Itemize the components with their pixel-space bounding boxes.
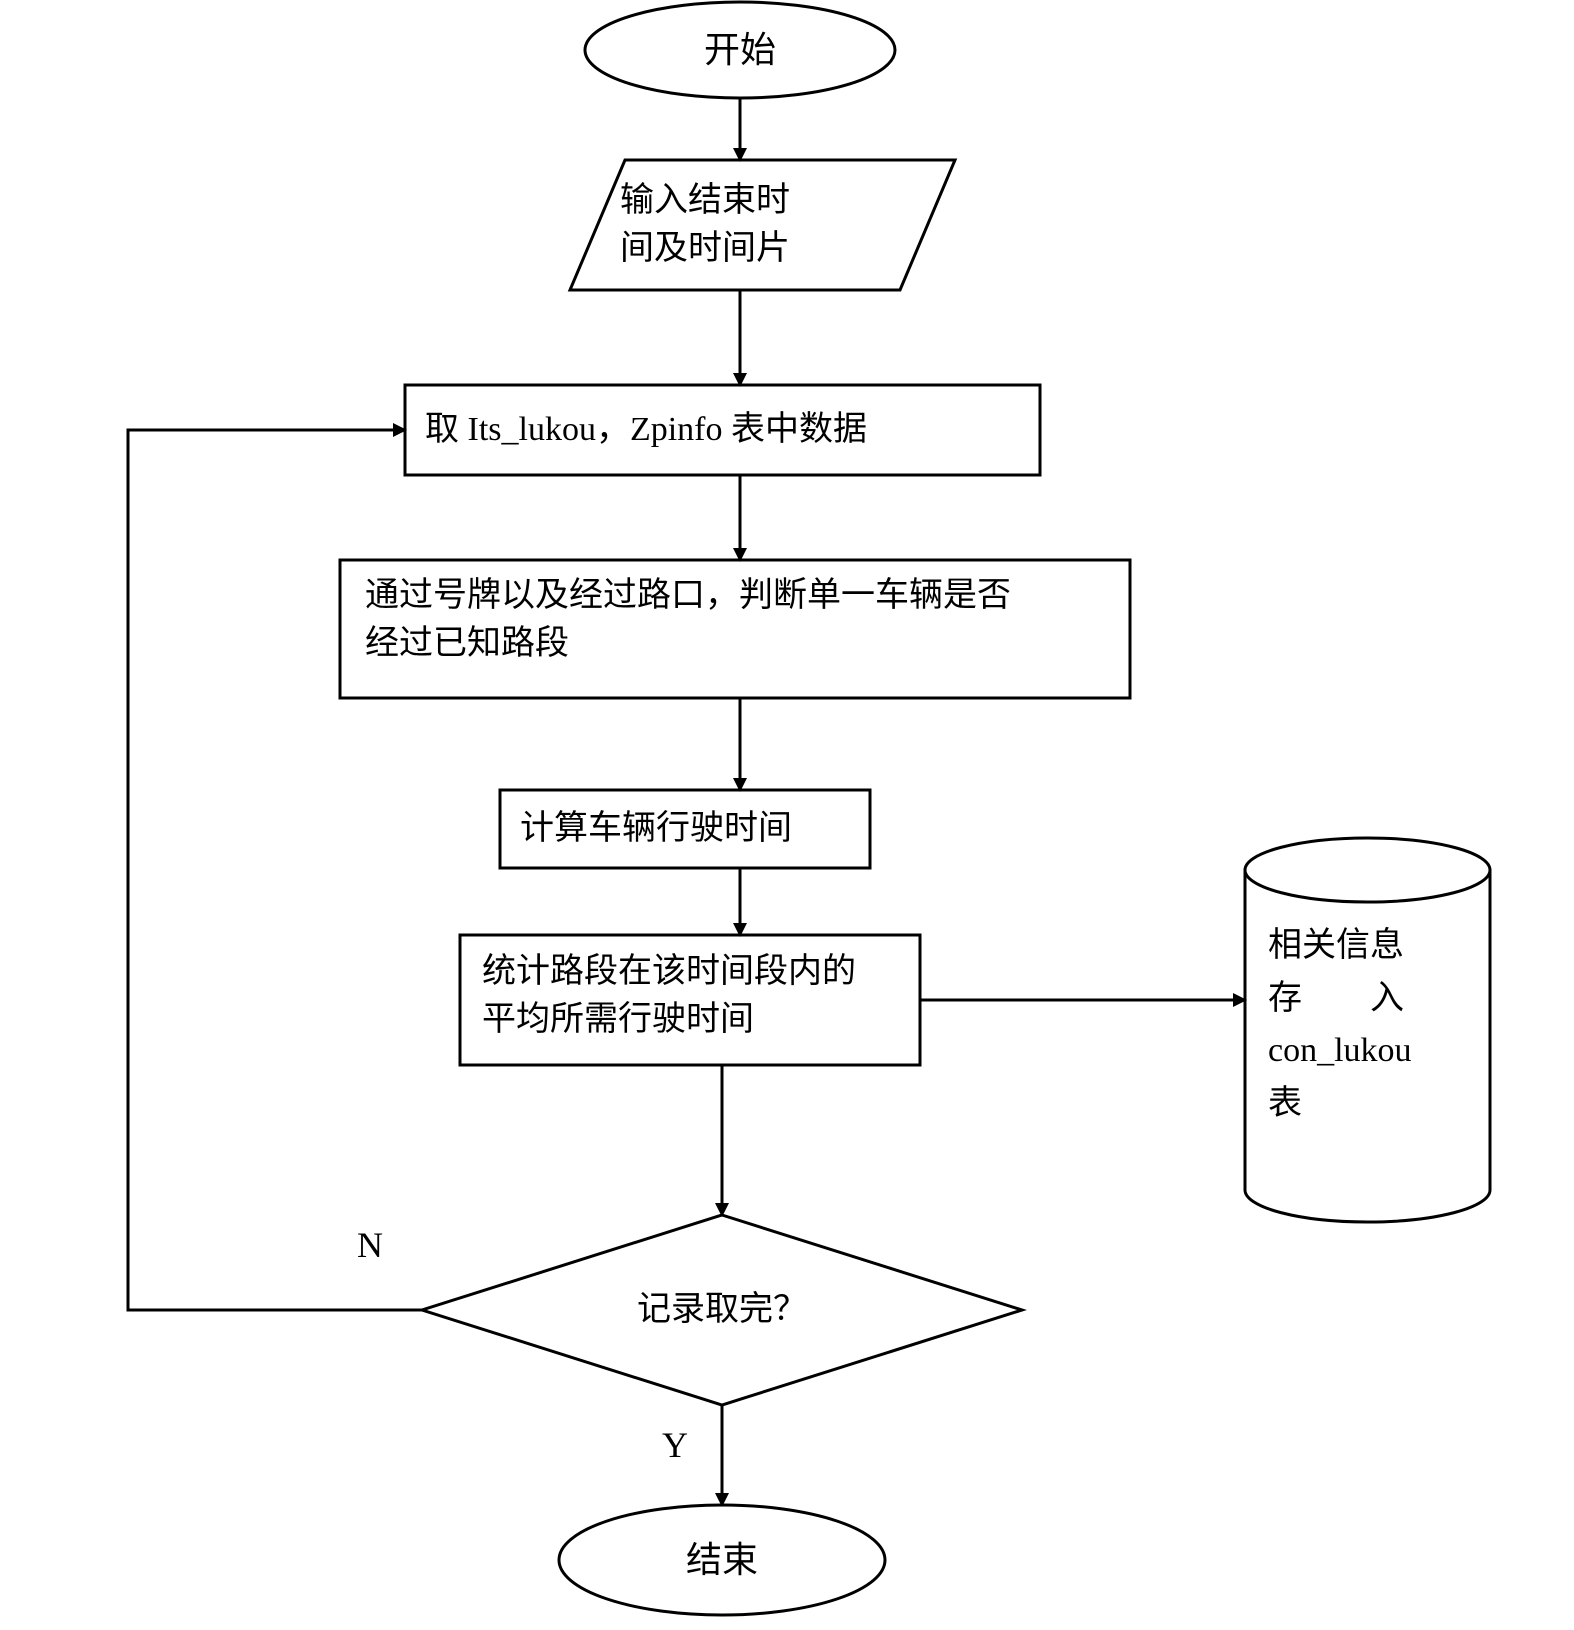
db-label: 相关信息 存 入 con_lukou 表 bbox=[1268, 920, 1473, 1150]
edge-label-y: Y bbox=[655, 1425, 695, 1465]
start-label: 开始 bbox=[585, 2, 895, 98]
end-label: 结束 bbox=[559, 1505, 885, 1615]
avg-label: 统计路段在该时间段内的 平均所需行驶时间 bbox=[482, 948, 902, 1053]
decision-label: 记录取完？ bbox=[572, 1280, 872, 1340]
fetch-label: 取 Its_lukou，Zpinfo 表中数据 bbox=[425, 385, 1025, 475]
input-label: 输入结束时 间及时间片 bbox=[620, 175, 880, 275]
edge-label-n: N bbox=[350, 1225, 390, 1265]
calc-label: 计算车辆行驶时间 bbox=[520, 790, 860, 868]
judge-label: 通过号牌以及经过路口，判断单一车辆是否 经过已知路段 bbox=[365, 572, 1115, 687]
